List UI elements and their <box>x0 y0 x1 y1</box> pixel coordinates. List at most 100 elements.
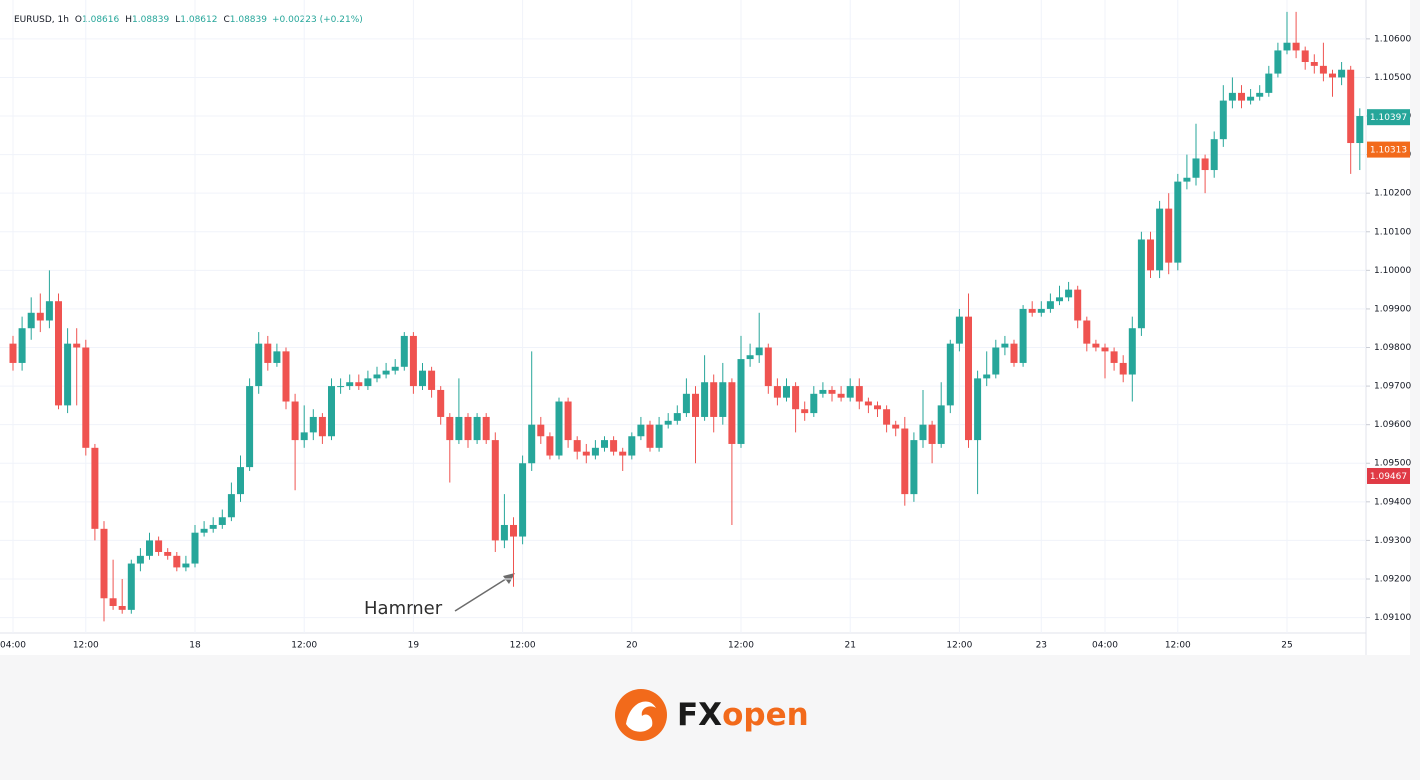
candle-body <box>127 563 135 610</box>
candle-body <box>1074 289 1082 321</box>
candle-body <box>1156 208 1164 271</box>
candle-body <box>983 374 991 379</box>
candle-body <box>118 605 126 610</box>
candle-body <box>1174 181 1182 263</box>
candle-body <box>464 416 472 441</box>
candle-body <box>646 424 654 448</box>
price-tag <box>1367 141 1410 158</box>
candle-body <box>519 463 527 537</box>
legend-key: O <box>75 15 82 25</box>
candle-body <box>45 301 53 321</box>
candle-body <box>91 447 99 529</box>
symbol-legend: EURUSD, 1h O1.08616 H1.08839 L1.08612 C1.088… <box>14 15 363 25</box>
x-tick-label: 12:00 <box>291 641 317 651</box>
y-tick-label: 1.09200 <box>1374 574 1411 584</box>
candle-body <box>1028 308 1036 313</box>
candle-body <box>728 382 736 444</box>
candle-body <box>227 494 235 518</box>
brand: FXopen <box>677 697 809 733</box>
candle-body <box>1101 347 1109 352</box>
candle-body <box>837 393 845 398</box>
candle-body <box>910 440 918 495</box>
price-tag-label: 1.10397 <box>1370 113 1407 123</box>
candle-body <box>182 563 190 568</box>
candle-body <box>1338 69 1346 78</box>
y-tick-label: 1.09500 <box>1374 459 1411 469</box>
x-tick-label: 25 <box>1281 641 1292 651</box>
candle-body <box>264 343 272 363</box>
candle-body <box>409 335 417 387</box>
candle-body <box>928 424 936 444</box>
x-tick-label: 12:00 <box>728 641 754 651</box>
y-tick-label: 1.09900 <box>1374 304 1411 314</box>
candle-body <box>419 370 426 387</box>
candle-body <box>719 382 727 417</box>
candle-body <box>255 343 263 387</box>
candle-body <box>500 524 508 541</box>
candle-body <box>136 555 144 564</box>
x-tick-label: 23 <box>1036 641 1047 651</box>
candle-body <box>1238 92 1245 101</box>
candle-body <box>783 386 790 398</box>
brand-suffix: open <box>722 697 809 733</box>
candle-body <box>1092 343 1100 348</box>
candle-body <box>9 343 17 363</box>
candle-body <box>946 343 954 406</box>
candle-body <box>692 393 699 417</box>
candle-body <box>965 316 972 441</box>
candle-body <box>1010 343 1018 363</box>
y-tick-label: 1.10000 <box>1374 266 1411 276</box>
candle-body <box>892 424 900 429</box>
candle-body <box>1256 92 1264 97</box>
candle-body <box>591 447 599 456</box>
candle-body <box>1019 308 1027 363</box>
candle-body <box>109 598 117 606</box>
candle-body <box>27 312 35 329</box>
candle-body <box>337 386 345 388</box>
candle-body <box>1301 50 1309 63</box>
candle-body <box>446 416 454 441</box>
candle-body <box>1192 158 1200 178</box>
candle-body <box>974 378 982 441</box>
candle-body <box>510 524 517 537</box>
candle-body <box>364 378 372 387</box>
logo: FXopen <box>615 689 809 741</box>
price-tag-label: 1.10313 <box>1370 146 1407 156</box>
candle-body <box>919 424 927 441</box>
candle-body <box>18 328 26 363</box>
y-tick-label: 1.10500 <box>1374 73 1411 83</box>
brand-prefix: FX <box>677 697 722 733</box>
candle-body <box>546 436 554 456</box>
candle-body <box>237 467 244 495</box>
legend-value: 1.08612 <box>180 15 217 25</box>
price-tag-label: 1.09467 <box>1370 472 1407 482</box>
candle-body <box>246 386 254 468</box>
candle-body <box>1046 301 1054 309</box>
y-tick-label: 1.09400 <box>1374 497 1411 507</box>
annotation: Hammer <box>364 598 443 619</box>
candle-body <box>1319 65 1327 74</box>
candle-body <box>1110 351 1118 363</box>
candle-body <box>1065 289 1073 298</box>
candle-body <box>801 409 809 414</box>
x-tick-label: 20 <box>626 641 638 651</box>
candle-body <box>810 393 818 414</box>
candle-body <box>555 401 563 456</box>
candle-body <box>773 386 781 398</box>
candle-body <box>682 393 690 414</box>
candle-body <box>1137 239 1145 329</box>
x-tick-label: 04:00 <box>0 641 26 651</box>
candle-body <box>437 389 445 417</box>
candle-body <box>637 424 645 437</box>
candle-body <box>346 382 354 387</box>
candle-body <box>701 382 709 417</box>
candle-body <box>1128 328 1136 375</box>
candle-body <box>82 347 90 448</box>
y-tick-label: 1.09700 <box>1374 382 1411 392</box>
candle-body <box>1201 158 1209 171</box>
candle-body <box>755 347 763 356</box>
candle-body <box>391 366 399 371</box>
price-tag <box>1367 467 1410 484</box>
candle-body <box>1147 239 1154 271</box>
